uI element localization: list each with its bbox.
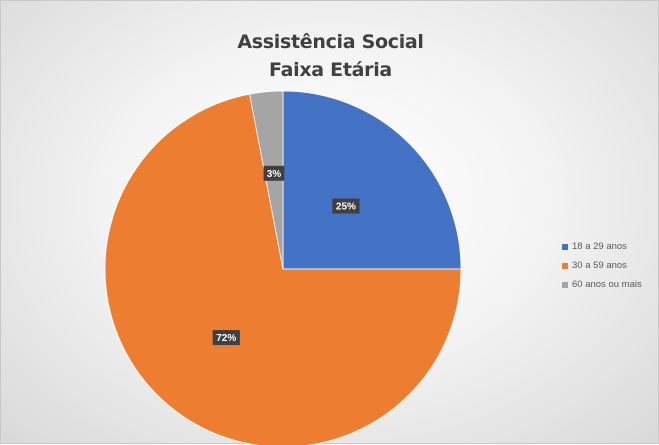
chart-title: Assistência Social bbox=[237, 31, 424, 53]
chart-subtitle: Faixa Etária bbox=[269, 59, 392, 81]
legend-item-30-a-59-anos: 30 a 59 anos bbox=[562, 256, 642, 275]
data-label-text: 72% bbox=[216, 333, 236, 344]
data-label-18-a-29-anos: 25% bbox=[332, 198, 360, 214]
data-label-text: 3% bbox=[267, 169, 282, 180]
data-label-box bbox=[263, 165, 285, 181]
data-label-box bbox=[332, 198, 360, 214]
legend-item-18-a-29-anos: 18 a 29 anos bbox=[562, 237, 642, 256]
data-label-60-anos-ou-mais: 3% bbox=[263, 165, 285, 181]
data-label-text: 25% bbox=[336, 202, 356, 213]
pie-slice-30-a-59-anos bbox=[104, 93, 462, 445]
legend: 18 a 29 anos 30 a 59 anos 60 anos ou mais bbox=[562, 237, 642, 294]
data-label-30-a-59-anos: 72% bbox=[212, 330, 240, 346]
legend-label: 18 a 29 anos bbox=[572, 241, 627, 252]
legend-swatch bbox=[562, 243, 568, 250]
legend-item-60-anos-ou-mais: 60 anos ou mais bbox=[562, 275, 642, 294]
legend-label: 30 a 59 anos bbox=[572, 260, 627, 271]
data-label-box bbox=[212, 330, 240, 346]
legend-label: 60 anos ou mais bbox=[572, 279, 642, 290]
legend-swatch bbox=[562, 281, 568, 288]
pie-slice-18-a-29-anos bbox=[282, 90, 462, 270]
legend-swatch bbox=[562, 262, 568, 269]
